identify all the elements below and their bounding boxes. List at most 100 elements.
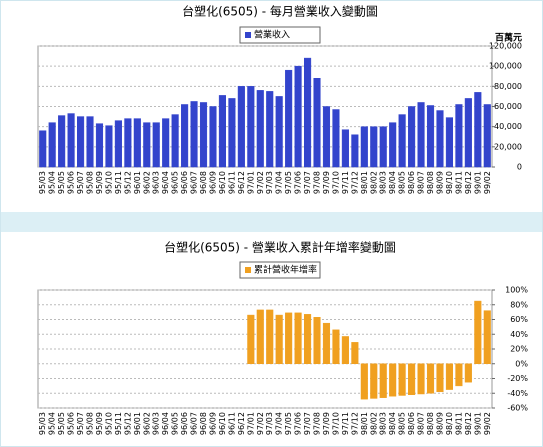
bar [199,102,208,168]
bar [181,104,189,168]
y-tick-label: 100,000 [489,62,522,71]
bar [322,322,331,364]
x-tick-label: 96/08 [199,171,208,194]
bar [256,309,264,365]
x-tick-label: 96/03 [152,171,161,194]
bar [455,363,463,387]
bar [483,104,491,168]
bar [152,122,160,168]
x-tick-label: 98/10 [445,171,454,194]
chart-title: 台塑化(6505) - 營業收入累計年增率變動圖 [164,240,396,255]
x-tick-label: 98/06 [407,412,416,435]
x-tick-label: 95/05 [57,171,66,194]
x-tick-label: 95/07 [76,412,85,435]
x-tick-label: 97/08 [313,412,322,435]
x-tick-label: 96/07 [190,412,199,435]
bar [95,123,104,168]
bar [322,106,331,168]
bar [341,129,349,168]
x-tick-label: 98/07 [417,171,426,194]
bar [436,110,444,168]
bar [464,363,472,383]
x-tick-label: 95/04 [48,171,57,194]
x-tick-label: 98/04 [388,171,397,194]
bar [455,104,463,168]
bar [464,98,472,168]
y-tick-label: 20,000 [494,142,522,151]
bar [445,117,453,168]
bar [436,363,444,393]
x-tick-label: 96/06 [180,412,189,435]
bar [332,109,340,168]
y-tick-label: 60% [510,315,528,324]
x-tick-label: 98/06 [407,171,416,194]
x-tick-label: 96/12 [237,171,246,194]
x-tick-label: 96/04 [161,171,170,194]
x-tick-label: 99/02 [483,171,492,194]
bar [275,314,283,365]
x-tick-label: 97/09 [322,412,331,435]
bar [256,90,264,168]
bar [58,115,66,168]
legend-box [239,261,321,279]
bar [124,118,132,168]
bar [133,118,141,168]
plot-area [37,45,493,168]
x-tick-label: 99/01 [473,171,482,194]
x-tick-label: 97/03 [265,412,274,435]
bar [143,122,151,168]
x-tick-label: 97/12 [350,171,359,194]
y-tick-label: 40,000 [494,122,522,131]
x-tick-label: 96/11 [227,171,236,194]
y-axis-label: 百萬元 [495,32,522,44]
bar [114,120,122,168]
x-tick-label: 99/02 [483,412,492,435]
bar [190,101,198,168]
chart-title: 台塑化(6505) - 每月營業收入變動圖 [182,4,378,19]
bar [370,126,378,168]
bar [48,122,56,168]
bar [247,86,255,168]
x-tick-label: 98/10 [445,412,454,435]
x-tick-label: 98/02 [369,171,378,194]
y-tick-label: -60% [507,404,528,413]
x-tick-label: 95/03 [38,412,47,435]
x-tick-label: 99/01 [473,412,482,435]
x-tick-label: 98/12 [464,171,473,194]
bar [360,126,368,168]
bar [67,113,75,168]
bar [304,314,312,364]
legend-swatch [245,32,251,38]
x-tick-label: 95/06 [67,412,76,435]
y-tick-label: 0 [517,163,522,172]
x-tick-label: 96/06 [180,171,189,194]
y-tick-label: 120,000 [489,42,522,51]
x-tick-label: 98/01 [360,171,369,194]
bar [379,363,387,398]
x-tick-label: 97/01 [246,171,255,194]
bar [474,300,482,364]
x-tick-label: 97/07 [303,412,312,435]
x-tick-label: 95/11 [114,412,123,435]
x-tick-label: 96/11 [227,412,236,435]
x-tick-label: 97/01 [246,412,255,435]
bar [379,126,387,168]
x-tick-label: 98/05 [398,171,407,194]
x-tick-label: 97/05 [284,171,293,194]
x-tick-label: 97/04 [275,412,284,435]
y-tick-label: -40% [507,389,528,398]
x-tick-label: 97/11 [341,412,350,435]
x-tick-label: 98/11 [454,171,463,194]
bar [218,95,226,168]
x-tick-label: 95/10 [104,171,113,194]
bar [86,116,94,168]
x-tick-label: 96/07 [190,171,199,194]
x-tick-label: 97/04 [275,171,284,194]
x-tick-label: 98/09 [435,412,444,435]
bar [341,336,349,364]
bar [285,69,293,168]
x-tick-label: 98/04 [388,412,397,435]
x-tick-label: 98/03 [379,412,388,435]
x-tick-label: 98/05 [398,412,407,435]
